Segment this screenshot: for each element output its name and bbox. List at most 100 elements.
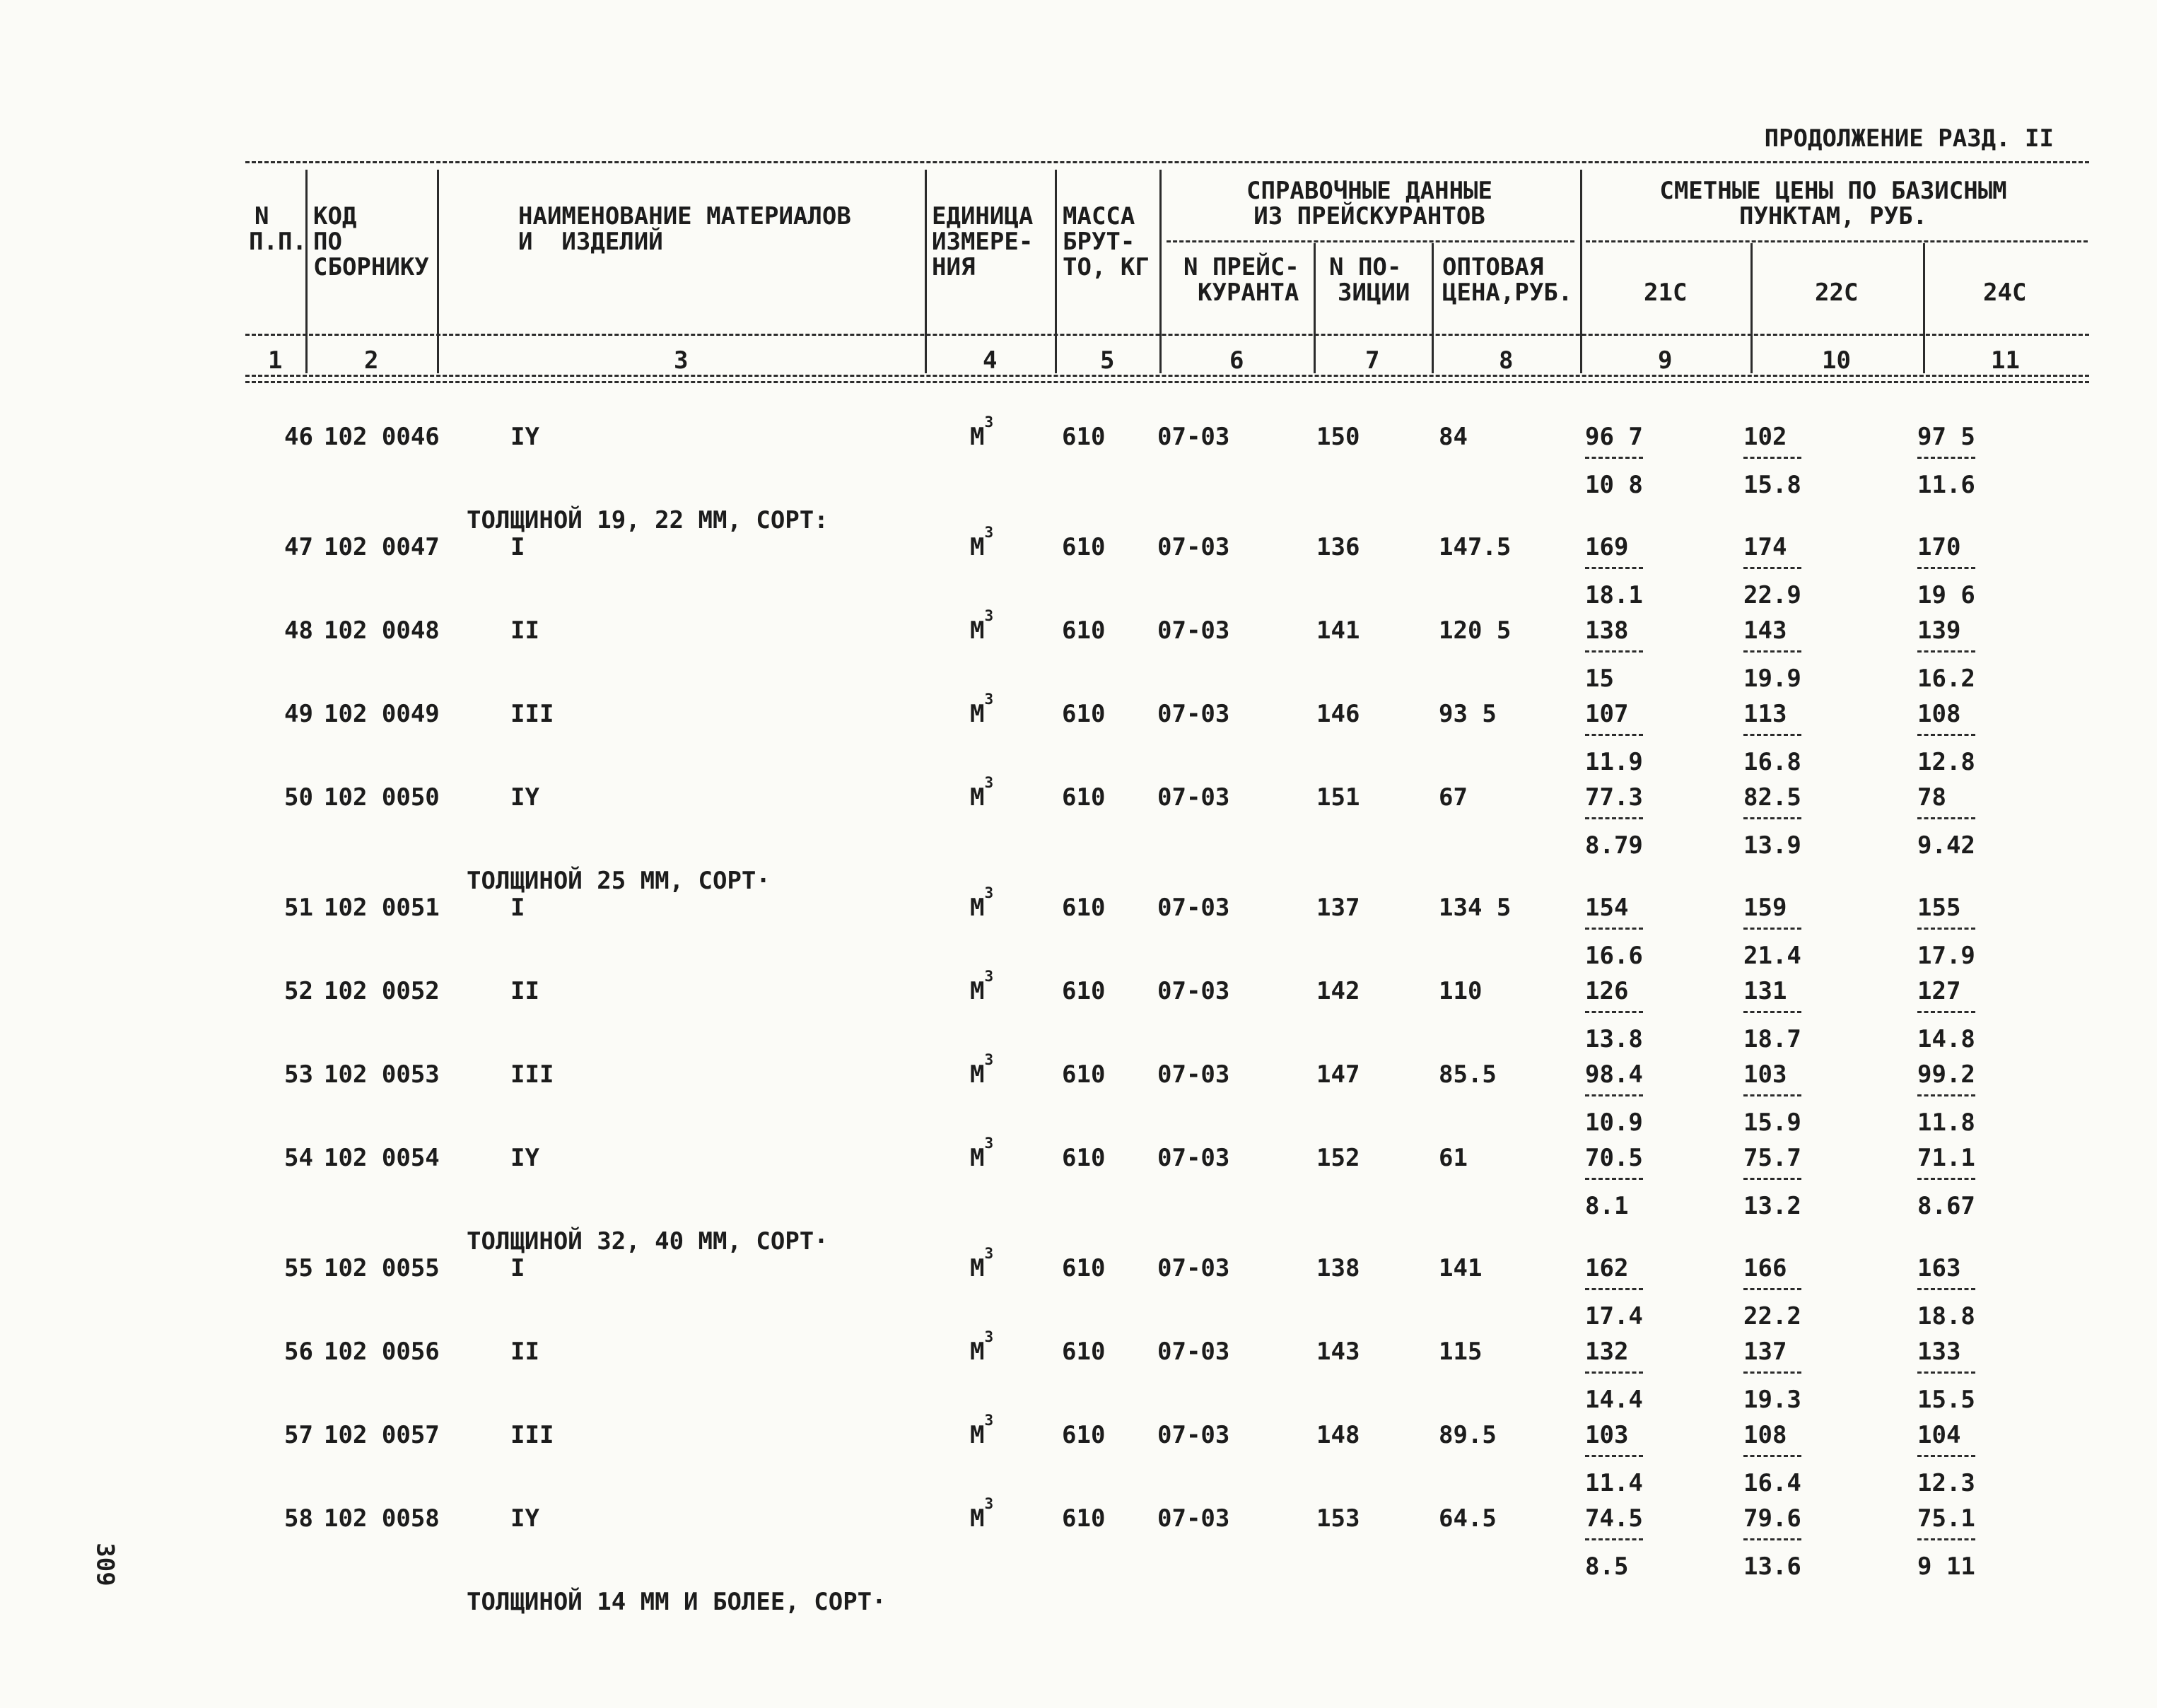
header-mass-line1: МАССА bbox=[1063, 202, 1135, 230]
unit-exponent: 3 bbox=[984, 1134, 994, 1152]
item-number: 56 bbox=[284, 1338, 313, 1366]
price-21c-denominator: 17.4 bbox=[1585, 1302, 1643, 1330]
item-number: 52 bbox=[284, 977, 313, 1005]
price-24c-divider bbox=[1917, 1094, 1975, 1096]
price-21c-numerator: 77.3 bbox=[1585, 783, 1643, 812]
item-unit: М3 bbox=[970, 607, 994, 645]
price-21c-numerator: 70.5 bbox=[1585, 1144, 1643, 1172]
price-24c-numerator: 127 bbox=[1917, 977, 1961, 1005]
item-wholesale-price: 120 5 bbox=[1439, 616, 1512, 645]
column-number-11: 11 bbox=[1991, 346, 2020, 375]
header-unit-line2: ИЗМЕРЕ- bbox=[932, 228, 1034, 256]
item-row: 49 102 0049 III М3 610 07-03 146 93 5 107 11.9 113… bbox=[0, 691, 2157, 785]
table-body: 46 102 0046 IY М3 610 07-03 150 84 96 7 10 8 102 15… bbox=[0, 413, 2157, 1668]
column-divider-4-5 bbox=[1055, 170, 1057, 373]
item-grade: IY bbox=[510, 1504, 539, 1533]
item-wholesale-price: 85.5 bbox=[1439, 1060, 1497, 1089]
price-22c-numerator: 102 bbox=[1743, 423, 1787, 451]
item-grade: III bbox=[510, 1421, 554, 1449]
price-22c-divider bbox=[1743, 1371, 1801, 1374]
price-21c-denominator: 18.1 bbox=[1585, 581, 1643, 609]
price-22c-numerator: 131 bbox=[1743, 977, 1787, 1005]
item-code: 102 0050 bbox=[324, 783, 440, 812]
price-21c-divider bbox=[1585, 817, 1643, 819]
price-24c-divider bbox=[1917, 1011, 1975, 1013]
price-24c-denominator: 11.6 bbox=[1917, 471, 1975, 499]
unit-exponent: 3 bbox=[984, 1051, 994, 1068]
price-24c-denominator: 19 6 bbox=[1917, 581, 1975, 609]
price-22c-numerator: 166 bbox=[1743, 1254, 1787, 1282]
item-row: 47 102 0047 I М3 610 07-03 136 147.5 169 18.1 174 2… bbox=[0, 523, 2157, 618]
price-24c-denominator: 17.9 bbox=[1917, 942, 1975, 970]
price-24c-denominator: 8.67 bbox=[1917, 1192, 1975, 1220]
price-21c-numerator: 126 bbox=[1585, 977, 1629, 1005]
unit-exponent: 3 bbox=[984, 1244, 994, 1262]
item-unit: М3 bbox=[970, 1244, 994, 1282]
item-position-number: 137 bbox=[1316, 894, 1360, 922]
item-code: 102 0051 bbox=[324, 894, 440, 922]
item-position-number: 136 bbox=[1316, 533, 1360, 561]
item-pricelist-number: 07-03 bbox=[1157, 1338, 1230, 1366]
price-21c-numerator: 154 bbox=[1585, 894, 1629, 922]
item-code: 102 0057 bbox=[324, 1421, 440, 1449]
header-name-line2: И ИЗДЕЛИЙ bbox=[518, 228, 663, 256]
header-estimate-group-line2: ПУНКТАМ, РУБ. bbox=[1738, 202, 1928, 230]
item-mass: 610 bbox=[1062, 1060, 1106, 1089]
price-21c-numerator: 98.4 bbox=[1585, 1060, 1643, 1089]
item-position-number: 142 bbox=[1316, 977, 1360, 1005]
header-serial-line1: N bbox=[255, 202, 269, 230]
column-divider-7-8 bbox=[1432, 243, 1434, 373]
header-pricelist-line1: N ПРЕЙС- bbox=[1183, 253, 1299, 281]
price-22c-divider bbox=[1743, 1011, 1801, 1013]
item-pricelist-number: 07-03 bbox=[1157, 1254, 1230, 1282]
item-pricelist-number: 07-03 bbox=[1157, 616, 1230, 645]
price-22c-divider bbox=[1743, 567, 1801, 569]
price-22c-denominator: 15.9 bbox=[1743, 1109, 1801, 1137]
item-number: 49 bbox=[284, 700, 313, 728]
price-24c-numerator: 133 bbox=[1917, 1338, 1961, 1366]
price-24c-numerator: 99.2 bbox=[1917, 1060, 1975, 1089]
item-unit: М3 bbox=[970, 413, 994, 451]
unit-exponent: 3 bbox=[984, 1494, 994, 1512]
price-24c-numerator: 75.1 bbox=[1917, 1504, 1975, 1533]
price-22c-divider bbox=[1743, 1538, 1801, 1540]
item-unit: М3 bbox=[970, 773, 994, 812]
item-pricelist-number: 07-03 bbox=[1157, 894, 1230, 922]
price-24c-divider bbox=[1917, 734, 1975, 736]
price-21c-denominator: 10 8 bbox=[1585, 471, 1643, 499]
item-pricelist-number: 07-03 bbox=[1157, 423, 1230, 451]
header-reference-group-line1: СПРАВОЧНЫЕ ДАННЫЕ bbox=[1246, 177, 1492, 205]
header-point-21c: 21С bbox=[1644, 279, 1688, 307]
price-24c-numerator: 71.1 bbox=[1917, 1144, 1975, 1172]
item-unit: М3 bbox=[970, 523, 994, 561]
price-22c-numerator: 137 bbox=[1743, 1338, 1787, 1366]
item-position-number: 147 bbox=[1316, 1060, 1360, 1089]
price-21c-divider bbox=[1585, 1538, 1643, 1540]
price-24c-numerator: 163 bbox=[1917, 1254, 1961, 1282]
price-24c-denominator: 14.8 bbox=[1917, 1025, 1975, 1053]
item-pricelist-number: 07-03 bbox=[1157, 533, 1230, 561]
item-row: 54 102 0054 IY М3 610 07-03 152 61 70.5 8.1 75.7 13… bbox=[0, 1135, 2157, 1229]
item-position-number: 151 bbox=[1316, 783, 1360, 812]
column-number-6: 6 bbox=[1229, 346, 1244, 375]
item-grade: I bbox=[510, 894, 525, 922]
item-grade: II bbox=[510, 977, 539, 1005]
price-24c-numerator: 108 bbox=[1917, 700, 1961, 728]
page-number: 309 bbox=[90, 1543, 119, 1586]
item-position-number: 148 bbox=[1316, 1421, 1360, 1449]
item-code: 102 0048 bbox=[324, 616, 440, 645]
item-unit: М3 bbox=[970, 884, 994, 922]
item-pricelist-number: 07-03 bbox=[1157, 700, 1230, 728]
item-wholesale-price: 67 bbox=[1439, 783, 1468, 812]
item-pricelist-number: 07-03 bbox=[1157, 977, 1230, 1005]
price-24c-divider bbox=[1917, 928, 1975, 930]
header-position-line1: N ПО- bbox=[1329, 253, 1402, 281]
column-divider-8-9 bbox=[1580, 170, 1582, 373]
item-mass: 610 bbox=[1062, 1338, 1106, 1366]
column-number-2: 2 bbox=[364, 346, 379, 375]
price-24c-denominator: 18.8 bbox=[1917, 1302, 1975, 1330]
price-21c-numerator: 162 bbox=[1585, 1254, 1629, 1282]
item-wholesale-price: 147.5 bbox=[1439, 533, 1512, 561]
price-22c-divider bbox=[1743, 928, 1801, 930]
section-label: ТОЛЩИНОЙ 25 ММ, СОРТ· bbox=[467, 867, 771, 895]
